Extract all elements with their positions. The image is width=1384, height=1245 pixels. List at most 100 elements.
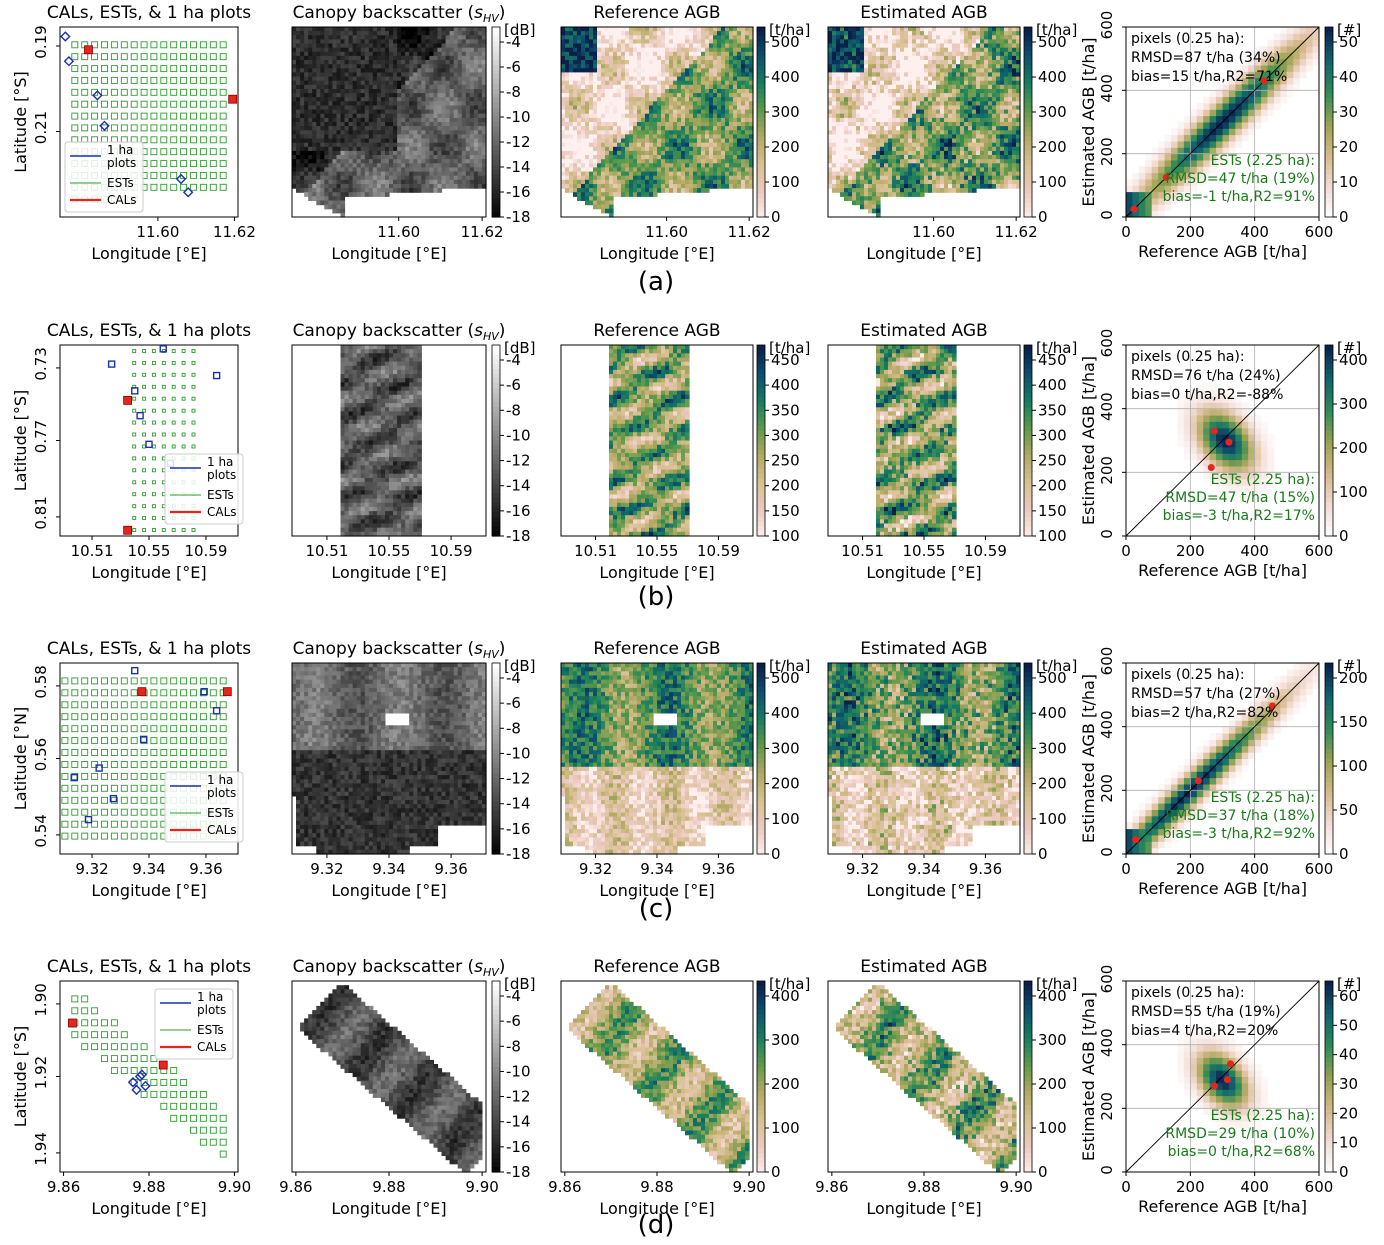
map-pixel xyxy=(697,55,702,61)
map-pixel xyxy=(352,27,358,32)
map-pixel xyxy=(348,126,354,131)
est-square xyxy=(190,65,197,73)
est-square xyxy=(120,41,128,49)
map-pixel xyxy=(653,27,658,32)
map-pixel xyxy=(441,122,447,127)
map-pixel xyxy=(848,76,853,82)
map-pixel xyxy=(657,64,662,69)
colorbar-step xyxy=(492,117,500,123)
map-pixel xyxy=(932,35,937,40)
map-pixel xyxy=(876,60,881,65)
map-pixel xyxy=(372,188,378,193)
map-pixel xyxy=(609,84,614,90)
map-pixel xyxy=(316,55,321,61)
map-pixel xyxy=(601,130,606,135)
map-pixel xyxy=(417,109,422,115)
map-pixel xyxy=(405,171,410,177)
map-pixel xyxy=(653,188,658,193)
map-pixel xyxy=(984,64,989,69)
map-pixel xyxy=(737,31,742,36)
map-pixel xyxy=(453,84,459,90)
map-pixel xyxy=(573,64,578,69)
map-pixel xyxy=(601,27,606,32)
map-pixel xyxy=(697,167,702,173)
colorbar-step xyxy=(757,55,765,61)
map-pixel xyxy=(433,134,439,140)
map-pixel xyxy=(713,184,718,189)
map-pixel xyxy=(709,126,714,131)
map-pixel xyxy=(701,76,706,82)
map-pixel xyxy=(445,35,451,40)
map-pixel xyxy=(461,150,467,156)
map-pixel xyxy=(749,184,754,189)
map-pixel xyxy=(457,126,463,131)
colorbar-step xyxy=(757,36,765,42)
map-pixel xyxy=(296,80,301,86)
map-pixel xyxy=(717,39,722,45)
map-pixel xyxy=(417,142,422,148)
map-pixel xyxy=(657,134,662,140)
map-pixel xyxy=(964,47,969,53)
map-pixel xyxy=(561,105,566,111)
map-pixel xyxy=(844,64,849,69)
map-pixel xyxy=(641,31,646,36)
map-pixel xyxy=(673,159,678,164)
map-pixel xyxy=(653,68,658,73)
map-pixel xyxy=(585,200,590,206)
colorbar-step xyxy=(757,46,765,52)
map-pixel xyxy=(461,163,467,168)
map-pixel xyxy=(581,89,586,94)
map-pixel xyxy=(693,150,698,156)
map-pixel xyxy=(465,39,471,45)
map-pixel xyxy=(980,80,985,86)
map-pixel xyxy=(713,93,718,98)
map-pixel xyxy=(737,64,742,69)
map-pixel xyxy=(449,105,455,111)
map-pixel xyxy=(729,117,734,123)
map-pixel xyxy=(693,97,698,102)
map-pixel xyxy=(397,134,402,140)
map-pixel xyxy=(689,97,694,102)
est-square xyxy=(180,112,188,120)
map-pixel xyxy=(928,35,933,40)
map-pixel xyxy=(597,179,602,185)
map-pixel xyxy=(900,64,905,69)
map-pixel xyxy=(613,27,618,32)
map-pixel xyxy=(948,51,953,57)
map-pixel xyxy=(324,76,329,82)
map-pixel xyxy=(609,167,614,173)
map-pixel xyxy=(425,184,430,189)
map-pixel xyxy=(561,64,566,69)
map-pixel xyxy=(300,31,305,36)
map-pixel xyxy=(685,43,690,49)
map-pixel xyxy=(681,155,686,160)
map-pixel xyxy=(617,150,622,156)
map-pixel xyxy=(996,55,1001,61)
map-pixel xyxy=(721,159,726,164)
map-pixel xyxy=(421,31,426,36)
map-pixel xyxy=(669,150,674,156)
map-pixel xyxy=(737,142,742,148)
map-pixel xyxy=(336,171,342,177)
map-pixel xyxy=(405,130,410,135)
map-pixel xyxy=(1016,60,1021,65)
map-pixel xyxy=(625,175,630,181)
map-pixel xyxy=(413,138,418,144)
map-pixel xyxy=(336,84,342,90)
map-pixel xyxy=(405,126,410,131)
map-pixel xyxy=(677,188,682,193)
map-pixel xyxy=(669,51,674,57)
map-pixel xyxy=(385,122,390,127)
map-pixel xyxy=(316,113,321,119)
map-pixel xyxy=(352,51,358,57)
map-pixel xyxy=(569,122,574,127)
map-pixel xyxy=(577,31,582,36)
map-pixel xyxy=(904,84,909,90)
map-pixel xyxy=(697,39,702,45)
map-pixel xyxy=(393,138,398,144)
map-pixel xyxy=(469,55,475,61)
map-pixel xyxy=(605,97,610,102)
map-pixel xyxy=(360,101,366,106)
map-pixel xyxy=(613,192,618,197)
est-square xyxy=(150,65,158,73)
